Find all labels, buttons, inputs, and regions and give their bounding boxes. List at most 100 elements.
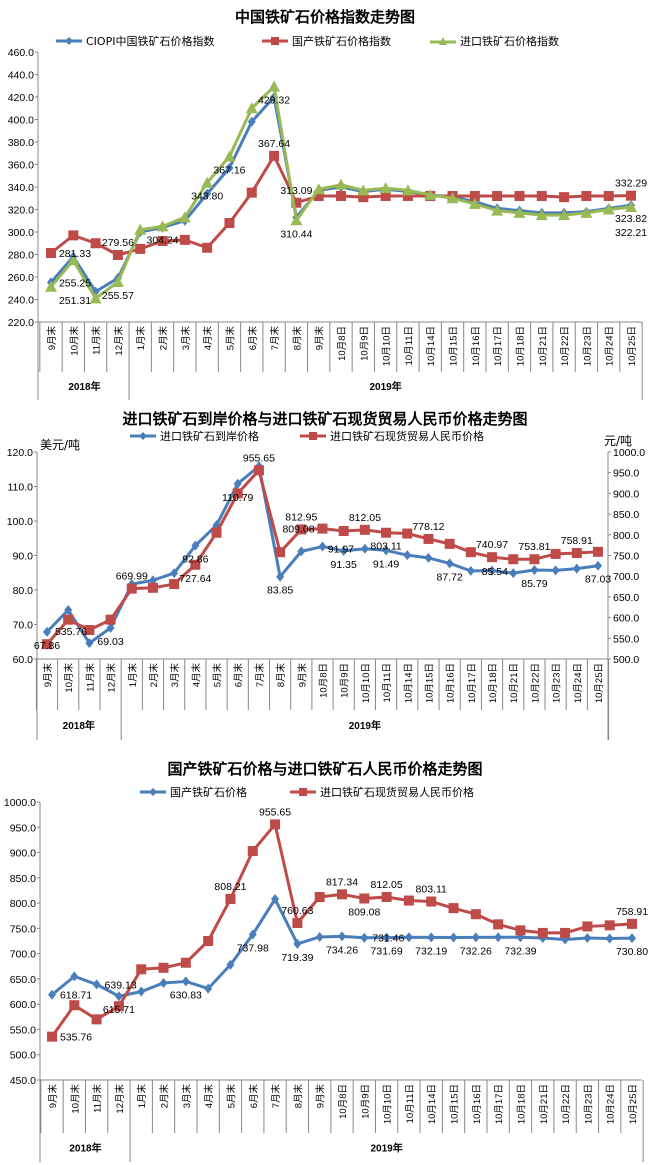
data-point-square bbox=[403, 895, 414, 906]
data-point-square bbox=[560, 927, 571, 938]
y-tick-label: 280.0 bbox=[8, 250, 34, 262]
x-tick-label: 9月末 bbox=[42, 663, 54, 688]
data-point-square bbox=[581, 191, 592, 201]
data-point-diamond bbox=[43, 626, 51, 637]
data-point-triangle bbox=[67, 254, 80, 266]
data-point-square bbox=[313, 191, 324, 201]
x-tick-label: 10月16日 bbox=[446, 663, 457, 703]
data-point-square bbox=[126, 583, 137, 594]
y-tick-label: 1000.0 bbox=[4, 797, 36, 809]
data-label: 429.32 bbox=[258, 95, 290, 107]
y-tick-label-right: 800.0 bbox=[613, 530, 639, 542]
data-point-triangle bbox=[178, 211, 191, 223]
chart1-legend-item-import: 进口铁矿石价格指数 bbox=[430, 33, 559, 49]
data-label: 279.56 bbox=[102, 237, 134, 249]
data-point-diamond bbox=[106, 622, 115, 633]
x-tick-label: 10月14日 bbox=[426, 326, 437, 366]
x-tick-label: 2月末 bbox=[158, 326, 170, 351]
x-tick-label: 6月末 bbox=[247, 326, 259, 351]
y-tick-label: 100.0 bbox=[7, 516, 33, 528]
data-point-triangle bbox=[357, 184, 370, 196]
data-label: 734.26 bbox=[326, 944, 358, 956]
x-tick-label: 5月末 bbox=[225, 1084, 237, 1109]
data-point-triangle bbox=[134, 223, 147, 235]
chart-3: 450.0 500.0 550.0 600.0 650.0 700.0 750.0 800.0… bbox=[4, 797, 648, 1162]
x-tick-label: 3月末 bbox=[169, 663, 181, 688]
y-tick-label: 360.0 bbox=[8, 160, 34, 172]
data-point-square bbox=[529, 554, 540, 565]
data-point-triangle bbox=[156, 220, 169, 232]
data-point-triangle bbox=[245, 102, 258, 114]
data-point-square bbox=[211, 527, 222, 538]
y-tick-label-right: 750.0 bbox=[613, 551, 639, 563]
group-label: 2018年 bbox=[68, 380, 100, 393]
x-tick-label: 10月22日 bbox=[560, 326, 571, 366]
data-point-square bbox=[203, 936, 214, 946]
data-label: 83.85 bbox=[267, 585, 293, 597]
x-tick-label: 11月末 bbox=[84, 663, 96, 692]
data-point-diamond bbox=[338, 931, 346, 942]
data-point-square bbox=[402, 191, 413, 201]
x-tick-label: 8月末 bbox=[292, 1084, 304, 1109]
group-label: 2018年 bbox=[69, 1142, 101, 1155]
y-tick-label: 110.0 bbox=[8, 482, 34, 494]
series-line-red bbox=[50, 154, 632, 257]
y-tick-label: 420.0 bbox=[8, 92, 34, 104]
data-label: 758.91 bbox=[561, 535, 593, 547]
y-tick-label: 750.0 bbox=[10, 923, 36, 935]
data-point-diamond bbox=[85, 638, 94, 649]
data-label: 110.79 bbox=[222, 492, 253, 504]
data-point-square bbox=[202, 242, 213, 253]
data-point-diamond bbox=[159, 977, 168, 988]
data-point-square bbox=[247, 846, 258, 857]
legend-label: 进口铁矿石到岸价格 bbox=[160, 430, 259, 443]
data-point-square bbox=[487, 552, 498, 563]
data-point-square bbox=[423, 533, 434, 544]
data-point-square bbox=[493, 919, 504, 930]
data-label: 87.03 bbox=[585, 574, 611, 586]
data-point-square bbox=[571, 548, 582, 559]
x-tick-label: 10月16日 bbox=[472, 1084, 483, 1124]
y-tick-label: 700.0 bbox=[10, 949, 36, 961]
x-tick-label: 9月末 bbox=[296, 663, 308, 688]
data-label: 732.19 bbox=[415, 945, 447, 957]
data-point-square bbox=[291, 197, 302, 208]
x-tick-label: 12月末 bbox=[114, 1084, 126, 1114]
x-tick-label: 10月24日 bbox=[605, 326, 616, 366]
x-tick-label: 6月末 bbox=[248, 1084, 260, 1109]
x-tick-label: 10月15日 bbox=[449, 326, 460, 366]
data-point-square bbox=[508, 554, 519, 565]
square-marker-icon bbox=[290, 788, 316, 796]
data-point-square bbox=[536, 191, 547, 201]
data-point-triangle bbox=[379, 182, 392, 194]
data-label: 778.12 bbox=[412, 521, 444, 533]
x-tick-label: 3月末 bbox=[181, 1084, 193, 1109]
data-point-triangle bbox=[268, 80, 281, 92]
y-tick-label-right: 650.0 bbox=[613, 592, 639, 604]
data-point-square bbox=[537, 927, 548, 938]
y-tick-label: 80.0 bbox=[13, 585, 34, 597]
y-tick-label-right: 850.0 bbox=[613, 509, 639, 521]
data-point-diamond bbox=[114, 991, 123, 1002]
data-point-square bbox=[426, 896, 437, 907]
x-tick-label: 10月23日 bbox=[582, 326, 593, 366]
data-label: 812.05 bbox=[371, 879, 403, 891]
x-tick-label: 10月8日 bbox=[337, 326, 348, 361]
y-tick-label: 950.0 bbox=[10, 822, 36, 834]
x-tick-label: 10月16日 bbox=[471, 326, 482, 366]
data-point-square bbox=[470, 909, 481, 920]
data-label: 69.03 bbox=[97, 636, 123, 648]
data-point-triangle bbox=[625, 201, 637, 213]
x-tick-label: 3月末 bbox=[180, 326, 192, 351]
data-point-square bbox=[113, 1001, 124, 1012]
data-point-diamond bbox=[170, 568, 179, 579]
data-label: 731.46 bbox=[372, 933, 404, 945]
data-label: 955.65 bbox=[259, 806, 291, 818]
data-point-square bbox=[627, 918, 637, 929]
chart2-right-unit: 元/吨 bbox=[604, 434, 633, 448]
x-tick-label: 10月24日 bbox=[573, 663, 584, 703]
x-tick-label: 10月10日 bbox=[361, 663, 372, 703]
data-point-diamond bbox=[404, 932, 413, 943]
data-point-diamond bbox=[427, 932, 436, 943]
data-label: 630.83 bbox=[170, 989, 202, 1001]
